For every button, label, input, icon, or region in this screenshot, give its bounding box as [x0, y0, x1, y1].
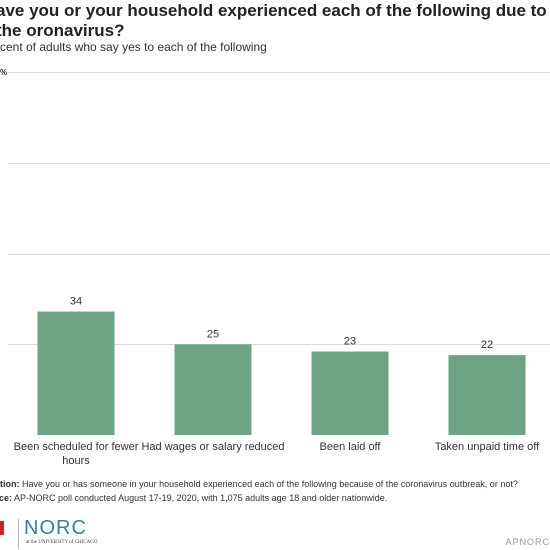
bar	[311, 351, 389, 435]
y-tick-label: %	[0, 68, 7, 77]
data-label: 34	[70, 296, 82, 308]
footnotes: estion: Have you or has someone in your …	[0, 477, 518, 505]
category-label: Been laid off	[320, 441, 382, 453]
chart-title: ave you or your household experienced ea…	[0, 1, 547, 40]
data-label: 25	[207, 328, 219, 340]
source-label: urce:	[0, 493, 13, 503]
category-label: Taken unpaid time off	[435, 441, 540, 453]
bar	[37, 311, 115, 435]
source-note: urce: AP-NORC poll conducted August 17-1…	[0, 491, 518, 505]
norc-logo-subtitle: at the UNIVERSITY of CHICAGO	[26, 540, 98, 545]
data-label: 23	[344, 336, 356, 348]
ap-logo-icon	[0, 521, 4, 535]
question-note: estion: Have you or has someone in your …	[0, 477, 518, 491]
norc-logo: NORC	[24, 517, 87, 539]
question-text: Have you or has someone in your househol…	[19, 479, 518, 489]
bar-chart: % 34 Been scheduled for fewer hours 25 Had wa…	[0, 68, 550, 467]
logo-divider	[18, 519, 19, 549]
bar	[174, 344, 252, 435]
bar	[448, 355, 526, 435]
chart-subtitle: rcent of adults who say yes to each of t…	[0, 40, 267, 54]
category-label: hours	[62, 455, 90, 467]
question-label: estion:	[0, 479, 20, 489]
category-label: Had wages or salary reduced	[141, 441, 284, 453]
data-label: 22	[481, 339, 493, 351]
category-label: Been scheduled for fewer	[14, 441, 139, 453]
source-text: AP-NORC poll conducted August 17-19, 202…	[12, 493, 388, 503]
apnorc-brand: APNORC	[505, 537, 550, 547]
